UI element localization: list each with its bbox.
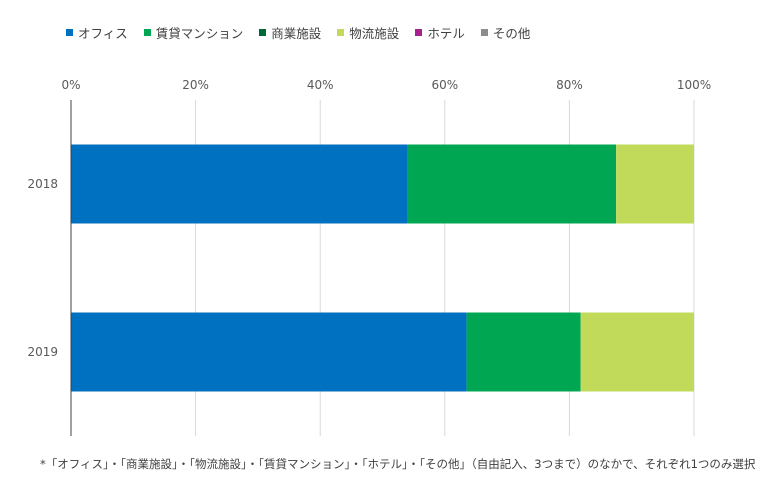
- legend-swatch: [259, 28, 267, 36]
- x-tick-label: 20%: [182, 78, 209, 92]
- legend-swatch: [480, 28, 488, 36]
- x-tick-label: 0%: [61, 78, 80, 92]
- legend-swatch: [143, 28, 151, 36]
- legend-item: 物流施設: [337, 23, 399, 42]
- x-tick-label: 100%: [677, 78, 711, 92]
- legend-item: ホテル: [415, 23, 465, 42]
- y-tick-label: 2019: [27, 345, 58, 359]
- bar-segment: [71, 144, 408, 224]
- x-tick-label: 40%: [307, 78, 334, 92]
- bar-segment: [580, 312, 694, 392]
- legend: オフィス 賃貸マンション 商業施設 物流施設 ホテル その他: [66, 22, 546, 42]
- bar-segment: [466, 312, 581, 392]
- legend-label: 賃貸マンション: [155, 25, 244, 41]
- legend-swatch: [415, 28, 423, 36]
- legend-swatch: [66, 28, 73, 36]
- legend-label: 物流施設: [349, 25, 400, 41]
- legend-label: ホテル: [427, 25, 465, 41]
- y-tick-label: 2018: [27, 177, 58, 191]
- legend-item: 賃貸マンション: [143, 23, 244, 42]
- legend-item: その他: [480, 23, 531, 42]
- legend-item: 商業施設: [259, 23, 321, 42]
- bar-segment: [407, 144, 617, 224]
- legend-label: その他: [492, 25, 531, 41]
- x-tick-label: 60%: [431, 78, 458, 92]
- footnote: *「オフィス」・「商業施設」・「物流施設」・「賃貸マンション」・「ホテル」・「そ…: [40, 457, 756, 471]
- legend-swatch: [337, 28, 345, 36]
- legend-item: オフィス: [66, 23, 128, 42]
- legend-label: 商業施設: [271, 25, 322, 41]
- x-tick-label: 80%: [556, 78, 583, 92]
- bar-segment: [616, 144, 694, 224]
- legend-label: オフィス: [78, 25, 128, 41]
- bar-segment: [71, 312, 467, 392]
